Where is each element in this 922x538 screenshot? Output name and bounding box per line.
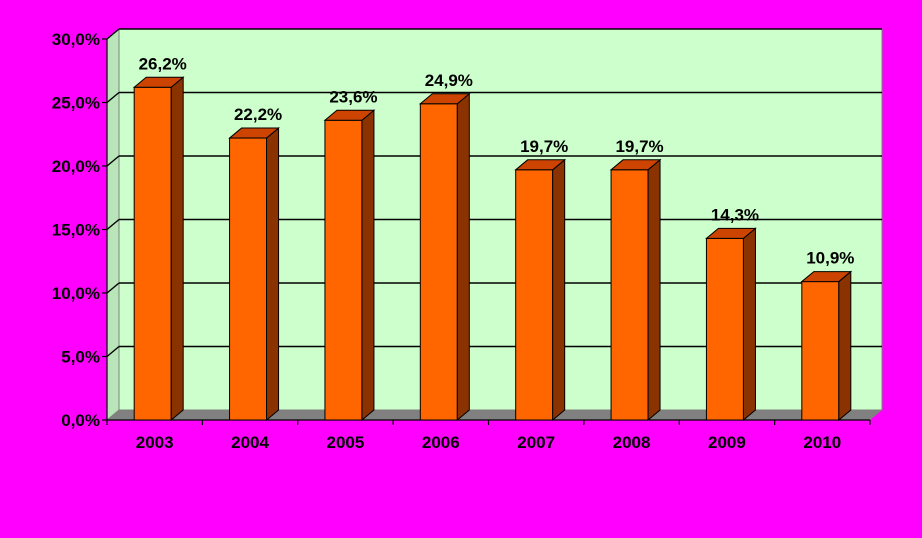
data-label: 10,9% bbox=[806, 249, 854, 268]
x-tick-label: 2008 bbox=[613, 433, 651, 452]
bar-top bbox=[228, 127, 280, 139]
data-label: 14,3% bbox=[711, 205, 759, 224]
gridline-side bbox=[106, 28, 120, 40]
y-tick-label: 15,0% bbox=[52, 221, 100, 240]
gridline-side bbox=[106, 218, 120, 231]
gridline-side bbox=[106, 91, 120, 104]
x-tick-label: 2005 bbox=[327, 433, 365, 452]
data-label: 24,9% bbox=[425, 71, 473, 90]
labels: 26,2% 2003 22,2% 2004 23,6% 2005 24,9% 2006 19,7… bbox=[136, 54, 855, 452]
bar-side bbox=[361, 109, 375, 422]
bar-top bbox=[323, 109, 376, 121]
x-tick-label: 2009 bbox=[708, 433, 746, 452]
bar-side bbox=[170, 76, 184, 422]
bar-top bbox=[800, 271, 853, 283]
bar bbox=[323, 109, 376, 422]
data-label: 19,7% bbox=[615, 137, 663, 156]
bar-side bbox=[456, 92, 470, 422]
gridline-side bbox=[106, 282, 120, 294]
bar-top bbox=[609, 159, 662, 171]
gridline-side bbox=[106, 155, 120, 167]
data-label: 26,2% bbox=[139, 54, 187, 73]
bar-side bbox=[647, 158, 661, 422]
bar-front bbox=[419, 103, 458, 421]
bar bbox=[800, 270, 853, 422]
bar-side bbox=[742, 227, 756, 422]
bar-top bbox=[514, 159, 567, 171]
bar-top bbox=[705, 227, 757, 239]
chart-floor-plane bbox=[107, 410, 882, 420]
bars bbox=[132, 76, 853, 422]
x-tick-label: 2003 bbox=[136, 433, 174, 452]
data-label: 23,6% bbox=[329, 87, 377, 106]
data-label: 19,7% bbox=[520, 137, 568, 156]
plot-area bbox=[106, 27, 883, 422]
bar-side bbox=[266, 126, 280, 422]
x-tick-label: 2007 bbox=[517, 433, 555, 452]
bar bbox=[609, 158, 662, 422]
chart-floor bbox=[107, 410, 882, 420]
y-tick-label: 25,0% bbox=[52, 94, 100, 113]
y-tick-label: 30,0% bbox=[52, 30, 100, 49]
x-tick-label: 2010 bbox=[803, 433, 841, 452]
bar-front bbox=[229, 137, 268, 421]
bar-front bbox=[610, 169, 649, 421]
y-tick-label: 0,0% bbox=[61, 411, 100, 430]
bar-front bbox=[801, 281, 840, 421]
x-tick-label: 2004 bbox=[231, 433, 269, 452]
bar-side bbox=[552, 158, 566, 422]
bar bbox=[228, 126, 280, 422]
bar-front bbox=[133, 86, 172, 421]
y-tick-label: 20,0% bbox=[52, 157, 100, 176]
bar-front bbox=[324, 119, 363, 421]
bar bbox=[705, 227, 757, 422]
bar-side bbox=[838, 270, 852, 422]
bar bbox=[514, 158, 567, 422]
data-label: 22,2% bbox=[234, 105, 282, 124]
gridline-side bbox=[106, 345, 120, 358]
bar-front bbox=[705, 237, 744, 421]
y-tick-label: 5,0% bbox=[61, 348, 100, 367]
bar-top bbox=[132, 76, 185, 88]
bar-top bbox=[418, 93, 471, 105]
y-tick-label: 10,0% bbox=[52, 284, 100, 303]
bar-front bbox=[515, 169, 554, 421]
bar bbox=[418, 92, 471, 422]
x-tick-label: 2006 bbox=[422, 433, 460, 452]
bar bbox=[132, 76, 185, 422]
